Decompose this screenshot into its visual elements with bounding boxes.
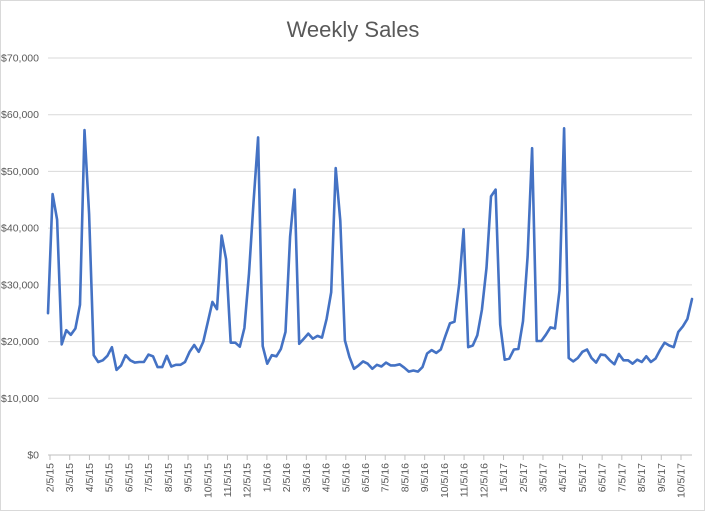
- chart-title: Weekly Sales: [287, 17, 420, 42]
- x-tick-label: 7/5/17: [616, 463, 628, 492]
- y-axis-tick-labels: $0 $10,000 $20,000 $30,000 $40,000 $50,000 $60…: [1, 53, 39, 462]
- x-tick-label: 10/5/16: [439, 463, 451, 498]
- x-tick-label: 9/5/17: [656, 463, 668, 492]
- y-tick-label: $50,000: [1, 166, 39, 178]
- x-tick-label: 1/5/16: [261, 463, 273, 492]
- x-tick-label: 11/5/16: [459, 463, 471, 497]
- x-tick-label: 7/5/15: [143, 463, 155, 492]
- sales-series-line: [46, 127, 694, 373]
- x-tick-label: 4/5/16: [321, 463, 333, 492]
- gridlines: [48, 57, 692, 456]
- x-tick-label: 9/5/16: [419, 463, 431, 492]
- series-layer: [46, 127, 694, 373]
- x-tick-label: 10/5/15: [202, 463, 214, 498]
- x-tick-label: 6/5/16: [360, 463, 372, 492]
- y-tick-label: $20,000: [1, 336, 39, 348]
- x-tick-label: 5/5/15: [104, 463, 116, 492]
- x-tick-label: 1/5/17: [498, 463, 510, 492]
- x-tick-label: 7/5/16: [380, 463, 392, 492]
- x-tick-label: 11/5/15: [222, 463, 234, 497]
- x-tick-label: 4/5/17: [557, 463, 569, 492]
- x-tick-label: 6/5/17: [597, 463, 609, 492]
- y-tick-label: $0: [27, 450, 39, 462]
- x-tick-label: 8/5/17: [636, 463, 648, 492]
- y-tick-label: $60,000: [1, 109, 39, 121]
- x-tick-label: 8/5/16: [399, 463, 411, 492]
- x-tick-label: 5/5/16: [340, 463, 352, 492]
- x-tick-label: 3/5/16: [301, 463, 313, 492]
- x-tick-label: 9/5/15: [183, 463, 195, 492]
- x-tick-label: 10/5/17: [676, 463, 688, 498]
- x-tick-label: 8/5/15: [163, 463, 175, 492]
- x-tick-label: 2/5/15: [45, 463, 57, 492]
- x-tick-label: 5/5/17: [577, 463, 589, 492]
- x-tick-label: 2/5/17: [518, 463, 530, 492]
- x-tick-label: 4/5/15: [84, 463, 96, 492]
- x-tick-label: 2/5/16: [281, 463, 293, 492]
- x-tick-label: 12/5/15: [242, 463, 254, 498]
- x-tick-label: 6/5/15: [123, 463, 135, 492]
- y-tick-label: $40,000: [1, 223, 39, 235]
- y-tick-label: $70,000: [1, 53, 39, 65]
- x-axis: 2/5/15 3/5/15 4/5/15 5/5/15 6/5/15 7/5/15 8/5/…: [45, 455, 688, 498]
- y-tick-label: $30,000: [1, 279, 39, 291]
- y-tick-label: $10,000: [1, 393, 39, 405]
- x-tick-label: 12/5/16: [478, 463, 490, 498]
- x-tick-label: 3/5/17: [537, 463, 549, 492]
- x-tick-label: 3/5/15: [64, 463, 76, 492]
